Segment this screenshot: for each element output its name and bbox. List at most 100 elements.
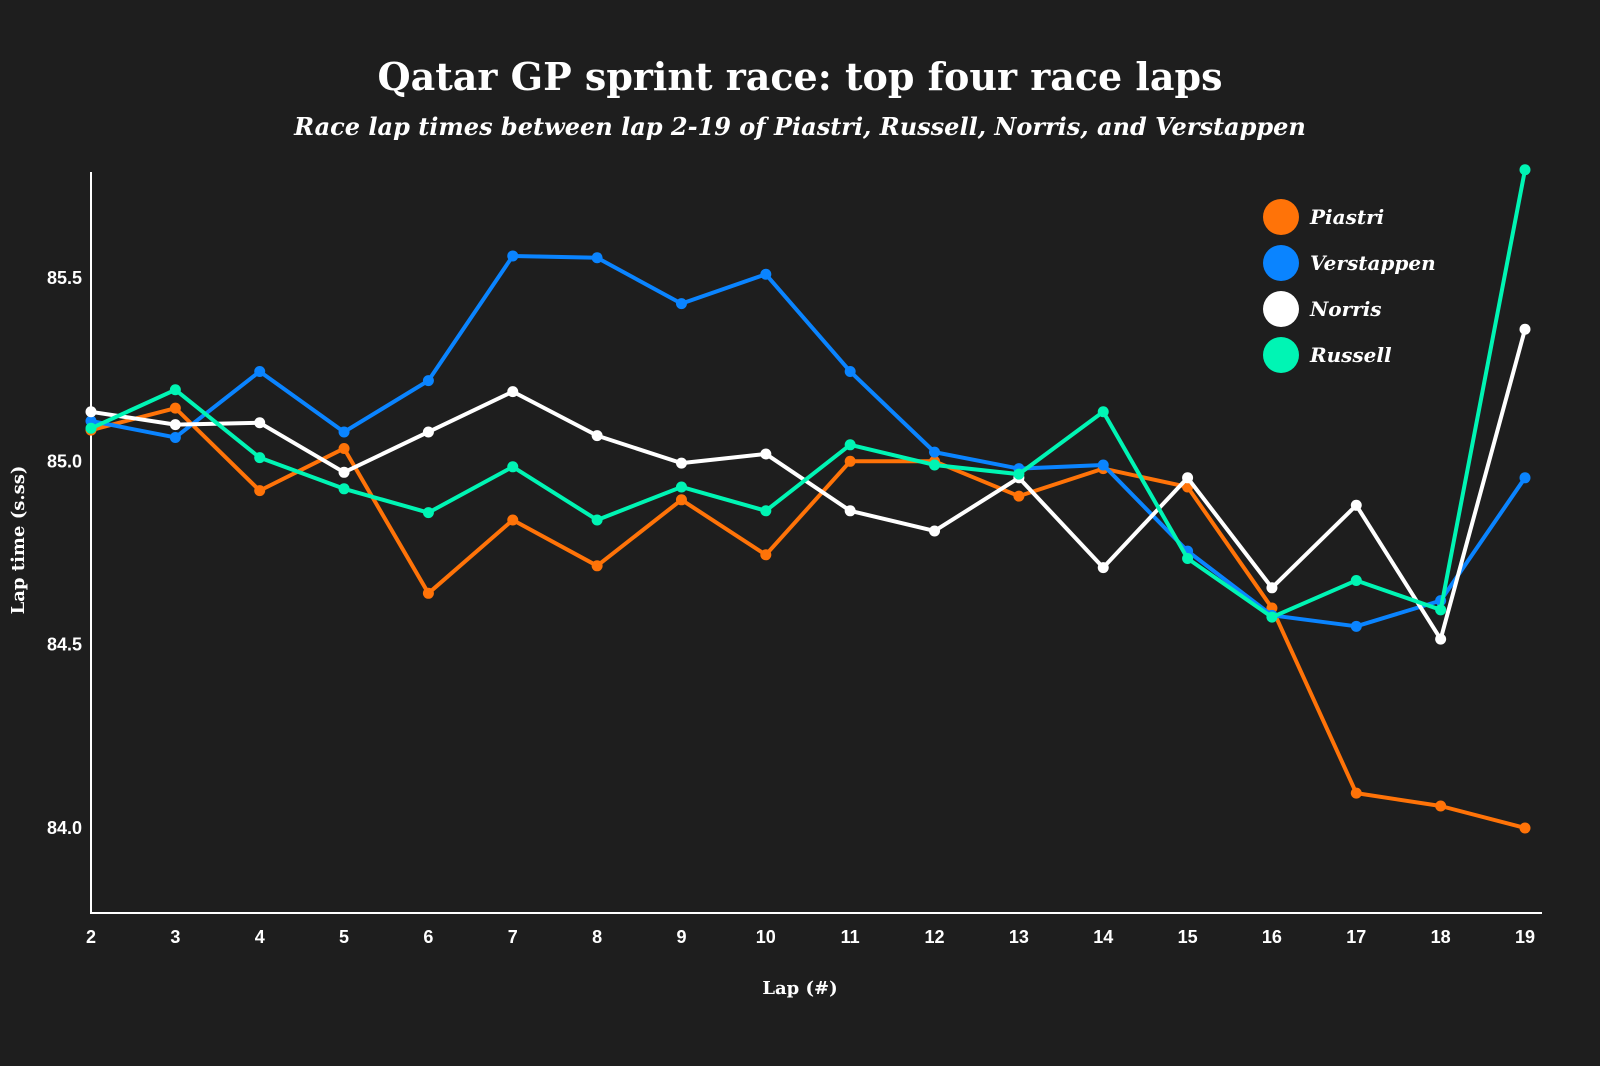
data-point	[1435, 633, 1447, 645]
series-line	[90, 253, 1527, 629]
y-tick-label: 85.5	[47, 268, 82, 288]
legend-item: Piastri	[1263, 199, 1384, 235]
data-point	[844, 455, 856, 467]
data-point	[1350, 787, 1362, 799]
legend-item: Verstappen	[1263, 245, 1436, 281]
x-tick-label: 15	[1178, 927, 1198, 947]
data-point	[507, 461, 519, 473]
data-point	[254, 365, 266, 377]
data-point	[1435, 800, 1447, 812]
x-tick-label: 9	[676, 927, 686, 947]
data-point	[1097, 562, 1109, 574]
data-point	[85, 406, 97, 418]
data-point	[1435, 604, 1447, 616]
legend-label: Russell	[1309, 343, 1392, 367]
legend-marker	[1263, 291, 1299, 327]
legend-label: Piastri	[1309, 205, 1384, 229]
data-point	[507, 386, 519, 398]
series-russell	[85, 164, 1531, 623]
data-point	[1350, 574, 1362, 586]
data-point	[1182, 552, 1194, 564]
y-tick-label: 84.0	[47, 818, 82, 838]
data-point	[675, 298, 687, 310]
x-tick-label: 13	[1009, 927, 1029, 947]
data-point	[1519, 822, 1531, 834]
data-point	[844, 505, 856, 517]
data-point	[254, 417, 266, 429]
legend: Piastri Verstappen Norris Russell	[1263, 199, 1436, 373]
data-point	[338, 442, 350, 454]
data-point	[338, 483, 350, 495]
data-point	[844, 365, 856, 377]
data-point	[1519, 472, 1531, 484]
data-point	[760, 268, 772, 280]
data-point	[422, 587, 434, 599]
data-point	[507, 514, 519, 526]
series-line	[90, 169, 1527, 620]
x-tick-label: 12	[925, 927, 945, 947]
legend-item: Norris	[1263, 291, 1382, 327]
data-point	[760, 448, 772, 460]
data-point	[929, 525, 941, 537]
legend-marker	[1263, 245, 1299, 281]
data-point	[169, 402, 181, 414]
legend-marker	[1263, 337, 1299, 373]
data-point	[1350, 620, 1362, 632]
x-tick-label: 10	[756, 927, 776, 947]
data-point	[1013, 468, 1025, 480]
data-point	[1519, 164, 1531, 176]
x-axis-label: Lap (#)	[762, 978, 837, 999]
chart-subtitle: Race lap times between lap 2-19 of Piast…	[293, 112, 1306, 141]
x-tick-label: 17	[1346, 927, 1366, 947]
x-tick-label: 7	[508, 927, 518, 947]
data-point	[675, 494, 687, 506]
series-line	[90, 328, 1527, 642]
data-point	[338, 466, 350, 478]
data-point	[844, 439, 856, 451]
data-point	[422, 426, 434, 438]
x-tick-label: 2	[86, 927, 96, 947]
x-tick-label: 19	[1515, 927, 1535, 947]
data-point	[254, 452, 266, 464]
data-point	[1266, 582, 1278, 594]
data-point	[1097, 406, 1109, 418]
data-point	[1097, 459, 1109, 471]
x-tick-label: 5	[339, 927, 349, 947]
legend-label: Norris	[1309, 297, 1382, 321]
y-tick-label: 84.5	[47, 635, 82, 655]
series-norris	[85, 323, 1531, 645]
data-point	[929, 446, 941, 458]
x-tick-label: 3	[170, 927, 180, 947]
legend-item: Russell	[1263, 337, 1392, 373]
data-point	[169, 384, 181, 396]
legend-label: Verstappen	[1310, 251, 1436, 275]
x-tick-label: 6	[423, 927, 433, 947]
data-point	[591, 430, 603, 442]
data-point	[1013, 490, 1025, 502]
x-tick-label: 8	[592, 927, 602, 947]
data-point	[1182, 472, 1194, 484]
x-tick-label: 11	[841, 927, 860, 947]
x-tick-label: 4	[255, 927, 265, 947]
data-point	[591, 560, 603, 572]
data-point	[591, 252, 603, 264]
legend-marker	[1263, 199, 1299, 235]
series-piastri	[85, 402, 1531, 834]
data-point	[760, 549, 772, 561]
y-tick-label: 85.0	[47, 451, 82, 471]
y-axis-label: Lap time (s.ss)	[8, 466, 29, 615]
data-point	[338, 426, 350, 438]
data-point	[422, 375, 434, 387]
x-tick-label: 14	[1093, 927, 1113, 947]
data-point	[507, 250, 519, 262]
data-point	[591, 514, 603, 526]
x-tick-label: 18	[1431, 927, 1451, 947]
data-point	[169, 431, 181, 443]
data-point	[1519, 323, 1531, 335]
x-tick-label: 16	[1262, 927, 1282, 947]
data-point	[675, 481, 687, 493]
series-line	[90, 406, 1526, 830]
chart-title: Qatar GP sprint race: top four race laps	[378, 54, 1223, 99]
data-point	[169, 419, 181, 431]
